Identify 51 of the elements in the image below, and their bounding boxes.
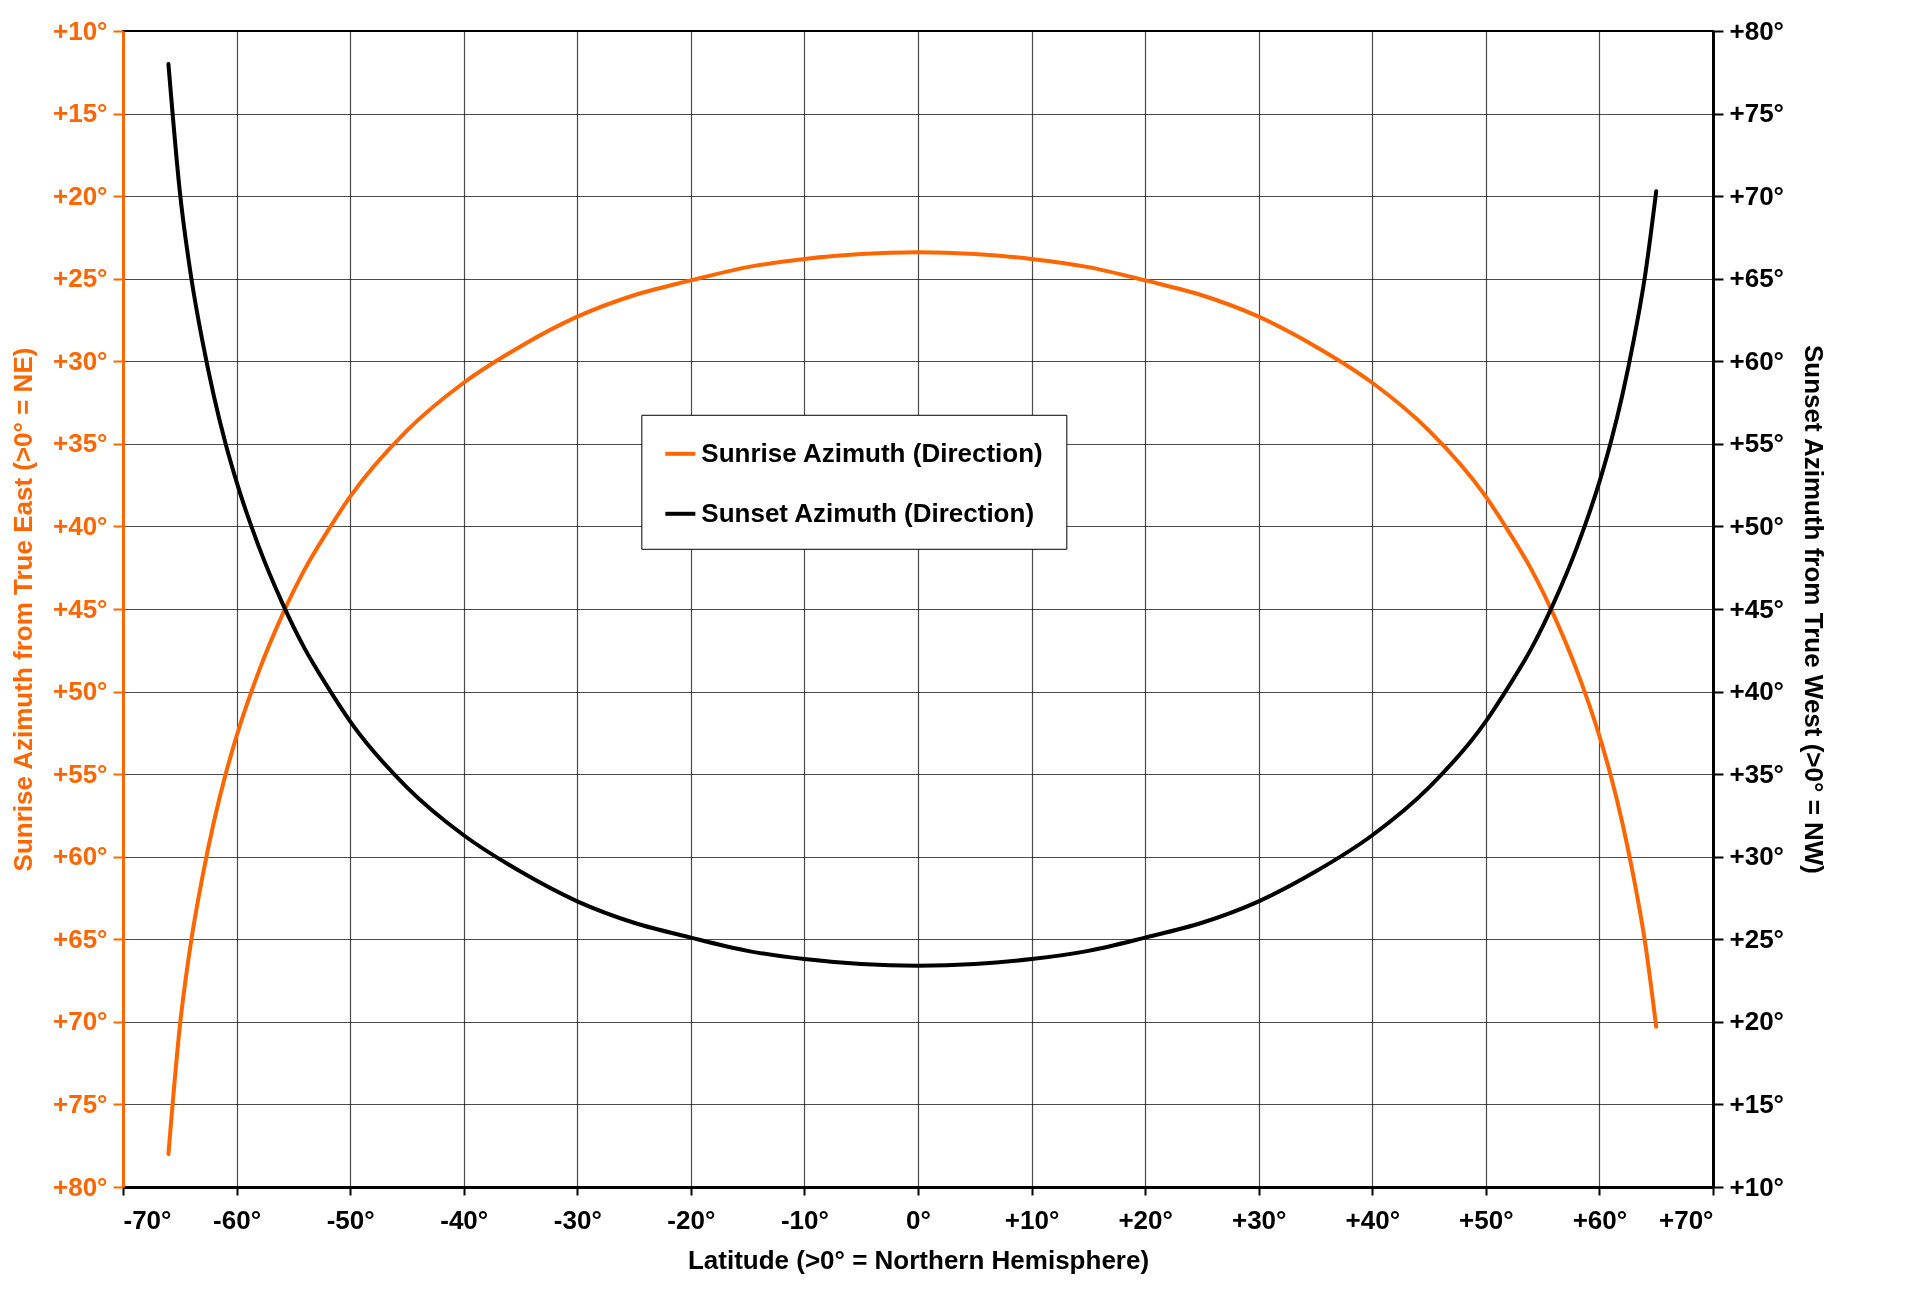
y2-tick-label: +25° [1729, 923, 1785, 954]
y-tick-label: +80° [52, 1171, 108, 1202]
x-tick-label: -40° [440, 1204, 489, 1235]
y-tick-label: +35° [52, 428, 108, 459]
x-tick-label: +60° [1572, 1204, 1628, 1235]
x-tick-label: -20° [667, 1204, 716, 1235]
y2-tick-label: +70° [1729, 180, 1785, 211]
x-tick-label: -60° [213, 1204, 262, 1235]
y-tick-label: +20° [52, 180, 108, 211]
y-tick-label: +75° [52, 1088, 108, 1119]
y2-tick-label: +15° [1729, 1088, 1785, 1119]
y-tick-label: +50° [52, 676, 108, 707]
x-tick-label: 0° [906, 1204, 931, 1235]
y-tick-label: +65° [52, 923, 108, 954]
y-tick-label: +55° [52, 758, 108, 789]
y-tick-label: +40° [52, 510, 108, 541]
y2-tick-label: +45° [1729, 593, 1785, 624]
x-axis-title: Latitude (>0° = Northern Hemisphere) [687, 1244, 1150, 1275]
x-tick-label: +70° [1658, 1204, 1714, 1235]
y-tick-label: +70° [52, 1006, 108, 1037]
y-tick-label: +60° [52, 841, 108, 872]
y-tick-label: +15° [52, 98, 108, 129]
y2-axis-title: Sunset Azimuth from True West (>0° = NW) [1799, 344, 1829, 875]
y2-tick-label: +35° [1729, 758, 1785, 789]
x-tick-label: -30° [553, 1204, 602, 1235]
y2-tick-label: +50° [1729, 510, 1785, 541]
y-tick-label: +25° [52, 263, 108, 294]
y2-tick-label: +30° [1729, 841, 1785, 872]
x-tick-label: +30° [1231, 1204, 1287, 1235]
x-tick-label: +10° [1004, 1204, 1060, 1235]
y2-tick-label: +55° [1729, 428, 1785, 459]
y2-tick-label: +80° [1729, 15, 1785, 46]
y-tick-label: +45° [52, 593, 108, 624]
y2-tick-label: +40° [1729, 676, 1785, 707]
y2-tick-label: +20° [1729, 1006, 1785, 1037]
x-tick-label: -50° [326, 1204, 375, 1235]
y2-tick-label: +60° [1729, 345, 1785, 376]
y2-tick-label: +65° [1729, 263, 1785, 294]
y-tick-label: +10° [52, 15, 108, 46]
x-tick-label: +40° [1345, 1204, 1401, 1235]
x-tick-label: -70° [123, 1204, 172, 1235]
y-tick-label: +30° [52, 345, 108, 376]
legend-label: Sunrise Azimuth (Direction) [701, 437, 1043, 468]
y2-tick-label: +10° [1729, 1171, 1785, 1202]
legend-label: Sunset Azimuth (Direction) [701, 497, 1035, 528]
x-tick-label: +50° [1459, 1204, 1514, 1235]
y-axis-title: Sunrise Azimuth from True East (>0° = NE) [8, 347, 38, 872]
y2-tick-label: +75° [1729, 98, 1785, 129]
x-tick-label: -10° [780, 1204, 829, 1235]
line-series [166, 250, 1659, 1156]
x-tick-label: +20° [1118, 1204, 1173, 1235]
